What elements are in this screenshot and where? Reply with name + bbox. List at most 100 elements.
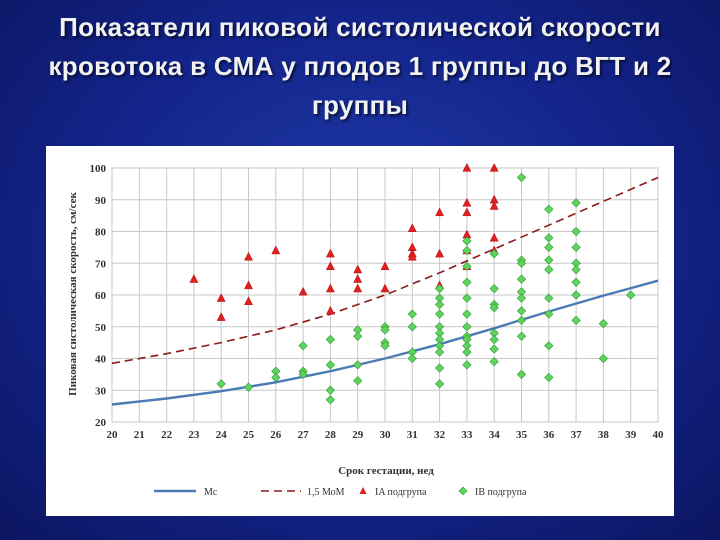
point-ib — [544, 233, 554, 243]
point-ib — [571, 264, 581, 275]
point-ib — [516, 274, 527, 284]
y-tick-label: 20 — [95, 417, 107, 429]
x-tick-label: 23 — [188, 429, 200, 441]
x-tick-label: 28 — [325, 429, 337, 441]
point-ib — [598, 353, 609, 364]
x-tick-label: 36 — [543, 429, 555, 441]
point-ia — [407, 251, 417, 261]
x-tick-label: 35 — [516, 429, 528, 441]
point-ia — [489, 201, 499, 210]
point-ib — [571, 198, 581, 208]
median-line — [111, 279, 659, 406]
point-ia — [216, 293, 226, 302]
y-tick-label: 60 — [95, 290, 107, 302]
y-tick-label: 80 — [95, 227, 107, 239]
point-ib — [325, 334, 336, 345]
point-ib — [325, 360, 336, 370]
point-ia — [298, 286, 308, 296]
y-tick-label: 90 — [95, 195, 107, 207]
tick-labels: 20 21 22 23 24 25 26 27 28 29 30 31 32 33 34 35 36 37 38 39… — [90, 163, 665, 441]
x-tick-label: 30 — [380, 429, 392, 441]
point-ib — [544, 372, 554, 383]
point-ia — [407, 223, 417, 232]
point-ib — [434, 284, 445, 294]
point-ib — [598, 318, 609, 329]
point-ib — [325, 385, 336, 395]
point-ib — [544, 204, 554, 214]
point-ia — [244, 251, 253, 261]
point-ib — [216, 379, 226, 389]
point-ia — [325, 261, 335, 271]
point-ia — [380, 283, 390, 293]
point-ib — [462, 261, 472, 272]
point-ia — [244, 280, 253, 290]
point-ib — [462, 360, 472, 370]
point-ib — [516, 172, 527, 183]
point-ib — [571, 290, 581, 300]
point-ib — [489, 303, 499, 313]
scatter-chart: 20 21 22 23 24 25 26 27 28 29 30 31 32 33 34 35 36 37 38 39… — [67, 162, 665, 498]
x-tick-label: 40 — [653, 429, 665, 441]
point-ib — [462, 293, 472, 303]
point-ib — [571, 315, 581, 326]
point-ib — [516, 331, 527, 341]
x-tick-label: 27 — [298, 429, 310, 441]
point-ib — [516, 293, 527, 303]
legend: Мс 1,5 МоМ IA подгрупа IB подгрупа — [154, 486, 527, 498]
x-tick-label: 29 — [352, 429, 364, 441]
point-ib — [489, 334, 499, 345]
point-ia — [325, 305, 335, 315]
point-ib — [243, 382, 254, 392]
point-ib — [516, 369, 527, 379]
point-ia — [435, 248, 445, 258]
point-ib — [407, 322, 417, 332]
point-ib — [325, 395, 336, 405]
point-ia — [271, 245, 281, 255]
point-ia — [489, 162, 499, 172]
point-ia — [353, 283, 363, 293]
point-ib — [462, 347, 472, 357]
point-ib — [380, 341, 390, 351]
point-ib — [380, 325, 390, 335]
point-ib — [489, 357, 499, 367]
point-ib — [544, 255, 554, 265]
point-ib — [353, 376, 363, 386]
point-ia — [462, 197, 472, 207]
point-ib — [571, 242, 581, 252]
point-ib — [489, 344, 499, 354]
point-ia — [380, 261, 390, 271]
point-ia — [325, 283, 335, 293]
point-ib — [626, 290, 636, 300]
point-ib — [434, 309, 445, 319]
point-ib — [516, 306, 527, 316]
x-tick-label: 39 — [625, 429, 637, 441]
point-ia — [489, 232, 499, 242]
x-tick-label: 31 — [407, 429, 418, 441]
y-axis-title: Пиковая систолическая скорость, см/сек — [67, 192, 79, 396]
point-ib — [516, 258, 527, 268]
point-ia — [325, 248, 335, 258]
point-ib — [544, 242, 554, 252]
point-ib — [462, 236, 472, 246]
x-tick-label: 32 — [434, 429, 446, 441]
point-ia — [189, 274, 199, 283]
x-axis-title: Срок гестации, нед — [338, 465, 434, 477]
y-tick-label: 100 — [90, 163, 107, 175]
point-ib — [434, 347, 445, 357]
point-ib — [434, 299, 445, 310]
x-tick-label: 24 — [216, 429, 228, 441]
legend-label: IB подгрупа — [475, 487, 527, 498]
x-tick-label: 25 — [243, 429, 255, 441]
point-ib — [462, 277, 472, 287]
reference-lines — [111, 176, 659, 406]
x-tick-label: 26 — [270, 429, 282, 441]
legend-label: Мс — [204, 487, 218, 498]
slide-title: Показатели пиковой систолической скорост… — [48, 12, 672, 120]
point-ib — [462, 322, 472, 332]
y-tick-label: 50 — [95, 322, 107, 334]
point-ib — [271, 372, 281, 383]
point-ib — [353, 360, 363, 370]
point-ib — [434, 379, 445, 389]
x-tick-label: 33 — [461, 429, 473, 441]
point-ib — [462, 245, 472, 256]
